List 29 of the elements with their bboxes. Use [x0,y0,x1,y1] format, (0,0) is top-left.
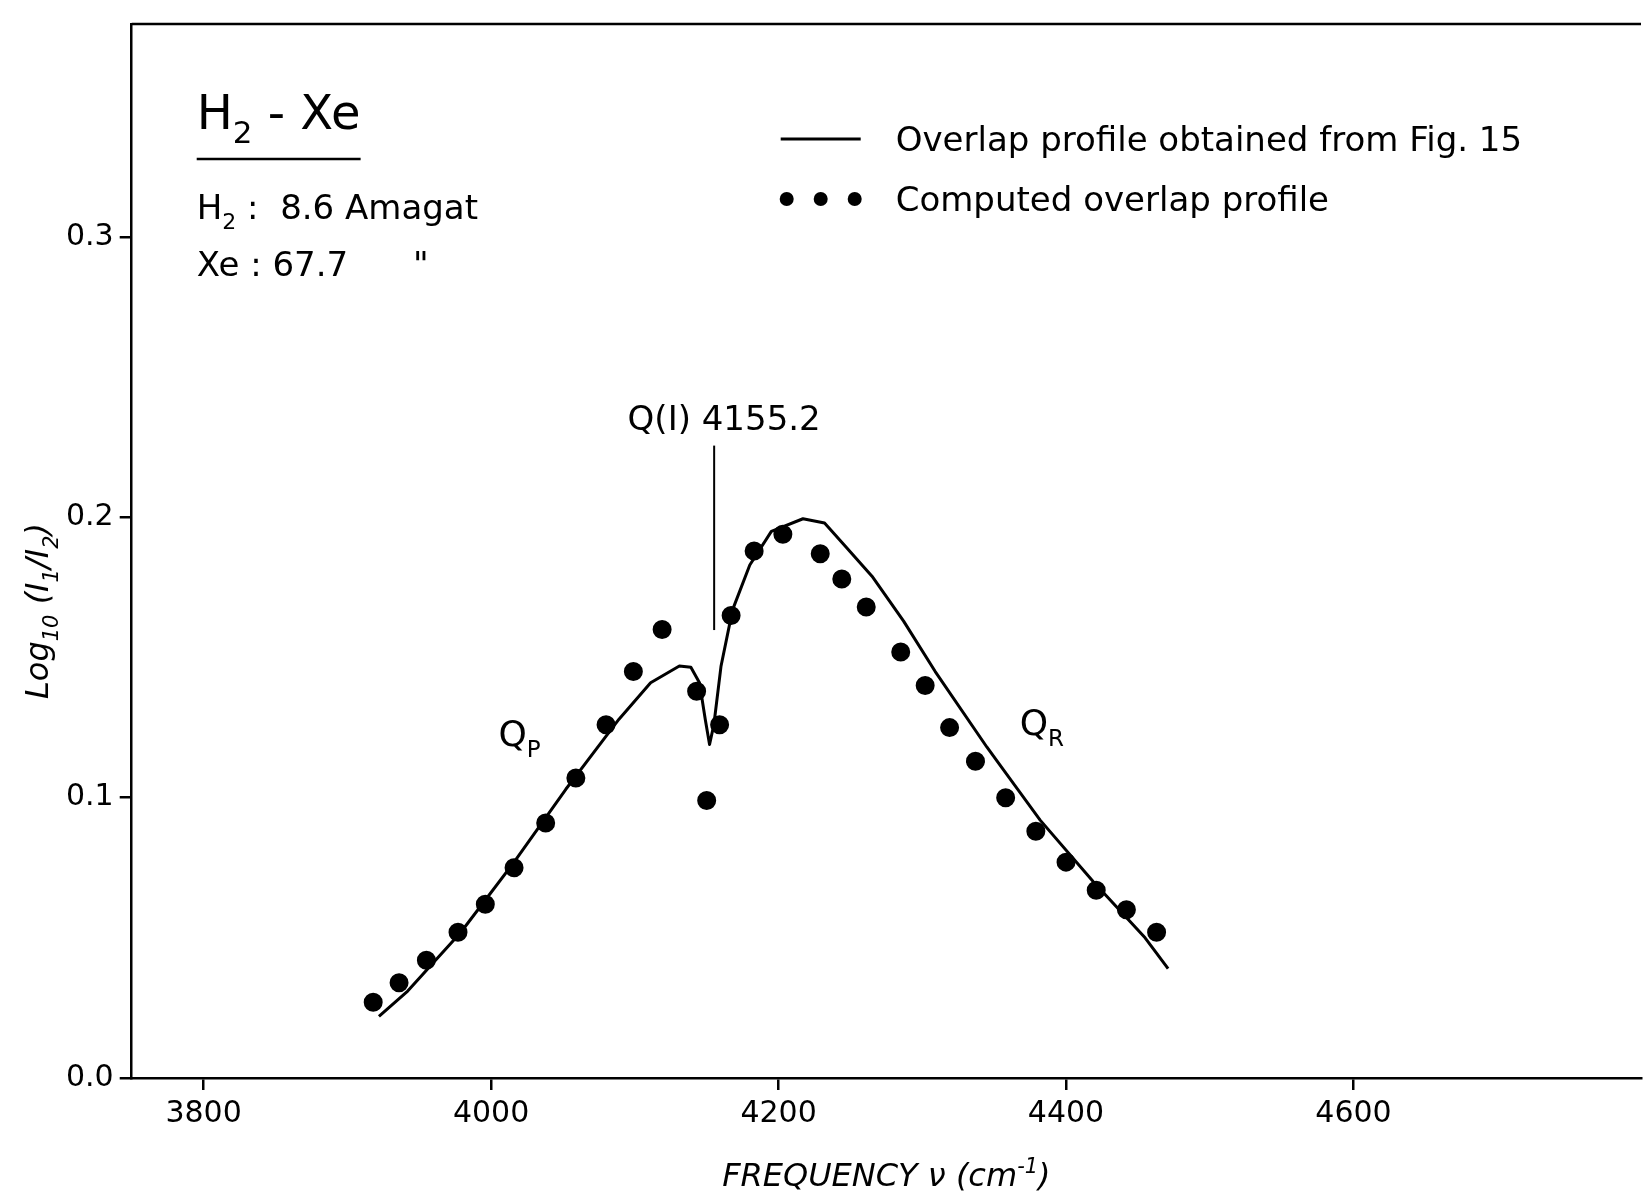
point [623,662,643,682]
point [652,619,672,639]
point [389,973,409,993]
x-tick-label: 4400 [1027,1093,1105,1129]
point [1026,821,1046,841]
point [965,751,985,771]
point [1147,922,1167,942]
ref-line-label: Q(I) 4155.2 [627,397,821,438]
point [697,790,717,810]
point [996,788,1016,808]
legend-label: Overlap profile obtained from Fig. 15 [895,119,1523,159]
point [940,718,960,738]
x-tick-label: 4600 [1315,1093,1392,1129]
legend-label: Computed overlap profile [895,179,1330,219]
point [891,642,911,662]
y-tick-label: 0.0 [65,1057,114,1093]
y-axis-title: Log10 (I1/I2) [18,523,63,699]
y-tick-label: 0.3 [65,216,114,252]
y-tick-label: 0.2 [65,497,114,533]
y-tick-label: 0.1 [65,777,114,813]
point [363,992,383,1012]
point [810,544,830,564]
point [856,597,876,617]
point [915,676,935,696]
point [832,569,852,589]
annotation: Xe : 67.7 " [196,244,429,284]
x-tick-label: 3800 [165,1093,242,1129]
x-tick-label: 4000 [452,1093,530,1129]
x-tick-label: 4200 [740,1093,817,1129]
